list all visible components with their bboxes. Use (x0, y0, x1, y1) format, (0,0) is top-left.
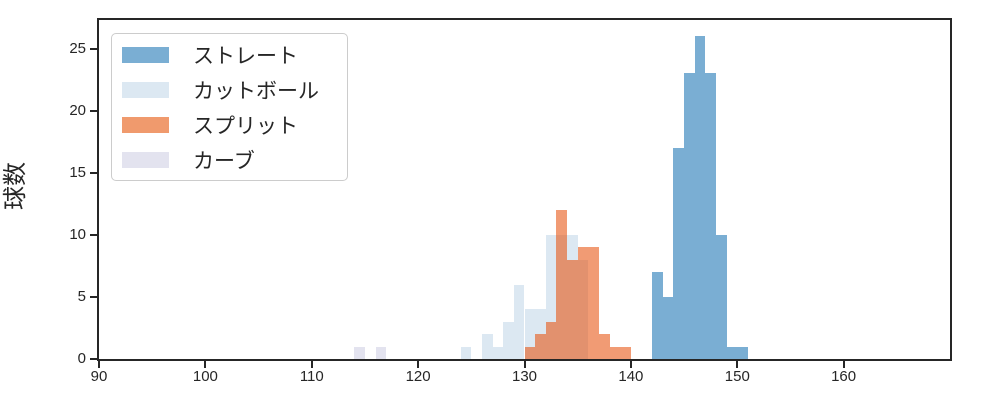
hist-bar (694, 36, 706, 359)
y-tick-mark (90, 295, 97, 298)
hist-bar (609, 346, 621, 359)
hist-bar (737, 346, 748, 359)
plot-area (97, 18, 952, 361)
hist-bar (460, 346, 472, 359)
hist-bar (513, 284, 525, 359)
y-tick-label: 0 (77, 350, 86, 367)
x-tick-mark (523, 361, 526, 368)
legend-swatch (122, 151, 169, 168)
x-tick-label: 160 (831, 368, 857, 385)
legend-item: カーブ (122, 142, 347, 177)
hist-bar (652, 272, 663, 359)
x-tick-label: 140 (618, 368, 644, 385)
legend-item: ストレート (122, 37, 347, 72)
legend-label: カットボール (193, 79, 319, 103)
hist-bar (673, 147, 685, 359)
y-tick-mark (90, 109, 97, 112)
hist-bar (375, 346, 387, 359)
legend: ストレートカットボール スプリットカーブ (111, 33, 348, 181)
y-tick-label: 10 (69, 225, 86, 243)
hist-bar (354, 346, 365, 359)
hist-bar (620, 346, 631, 359)
x-tick-mark (629, 361, 632, 368)
hist-bar (577, 247, 589, 359)
y-tick-mark (90, 358, 97, 360)
hist-bar (705, 73, 716, 359)
hist-bar (535, 334, 546, 359)
legend-item: カットボール (122, 72, 347, 107)
legend-label: カーブ (193, 149, 255, 173)
legend-label: スプリット (193, 114, 298, 138)
hist-bar (481, 334, 493, 359)
hist-bar (545, 234, 557, 359)
hist-bar (588, 247, 599, 359)
x-tick-mark (842, 361, 845, 368)
hist-bar (524, 346, 536, 359)
x-tick-label: 100 (192, 368, 218, 385)
x-tick-label: 130 (511, 368, 538, 385)
hist-bar (715, 234, 727, 359)
y-tick-label: 5 (77, 287, 86, 305)
x-tick-label: 120 (405, 368, 431, 385)
hist-bar (545, 321, 557, 359)
x-tick-label: 150 (724, 368, 750, 385)
x-tick-mark (736, 361, 739, 368)
x-tick-mark (417, 361, 420, 368)
hist-bar (726, 346, 738, 359)
y-tick-mark (90, 233, 97, 236)
legend-label: ストレート (193, 44, 298, 68)
y-axis-label: 球数 (2, 162, 29, 210)
hist-bar (684, 73, 695, 359)
y-tick-label: 25 (69, 39, 86, 57)
legend-item: スプリット (122, 107, 347, 142)
x-tick-label: 110 (299, 368, 324, 385)
legend-swatch (122, 81, 169, 98)
x-tick-label: 90 (90, 368, 108, 385)
legend-swatch (122, 116, 169, 133)
hist-bar (492, 346, 504, 359)
hist-bar (524, 309, 536, 359)
x-tick-mark (204, 361, 207, 368)
y-tick-label: 20 (69, 101, 86, 119)
y-tick-mark (90, 47, 97, 50)
hist-bar (503, 321, 514, 359)
y-tick-label: 15 (69, 163, 86, 181)
hist-bar (567, 259, 578, 359)
x-tick-mark (98, 361, 100, 368)
x-tick-mark (310, 361, 313, 368)
hist-bar (598, 334, 610, 359)
hist-bar (556, 210, 568, 359)
legend-swatch (122, 46, 169, 63)
hist-bar (662, 296, 674, 359)
y-tick-mark (90, 171, 97, 174)
